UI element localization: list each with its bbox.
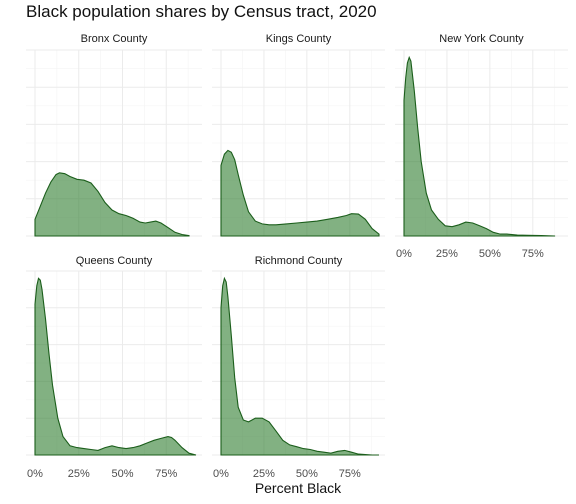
panel-queens-county: Queens County 0% 25% 50% 75% bbox=[26, 255, 202, 480]
facet-label: Bronx County bbox=[81, 33, 148, 45]
x-tick-label: 25% bbox=[436, 248, 458, 260]
x-axis-label: Percent Black bbox=[254, 480, 342, 496]
facet-label: Richmond County bbox=[255, 255, 343, 267]
x-tick-label: 0% bbox=[396, 248, 412, 260]
x-tick-label: 25% bbox=[68, 468, 90, 480]
chart-title: Black population shares by Census tract,… bbox=[26, 2, 377, 21]
x-tick-label: 0% bbox=[213, 468, 229, 480]
panel-kings-county: Kings County bbox=[212, 33, 385, 237]
x-tick-label: 50% bbox=[296, 468, 318, 480]
density-area bbox=[403, 55, 556, 237]
x-tick-label: 75% bbox=[155, 468, 177, 480]
facet-label: Kings County bbox=[266, 33, 332, 45]
x-tick-label: 50% bbox=[111, 468, 133, 480]
facet-label: Queens County bbox=[76, 255, 153, 267]
x-tick-label: 0% bbox=[27, 468, 43, 480]
x-tick-label: 25% bbox=[253, 468, 275, 480]
panel-richmond-county: Richmond County 0% 25% 50% 75% bbox=[212, 255, 385, 480]
x-tick-label: 75% bbox=[522, 248, 544, 260]
density-area bbox=[34, 277, 197, 456]
x-tick-label: 50% bbox=[479, 248, 501, 260]
panel-new-york-county: New York County 0% 25% 50% 75% bbox=[395, 33, 568, 260]
x-tick-label: 75% bbox=[339, 468, 361, 480]
facet-label: New York County bbox=[439, 33, 524, 45]
density-area bbox=[220, 276, 379, 456]
density-area bbox=[220, 149, 380, 237]
density-area bbox=[34, 172, 190, 237]
panel-bronx-county: Bronx County bbox=[26, 33, 202, 237]
